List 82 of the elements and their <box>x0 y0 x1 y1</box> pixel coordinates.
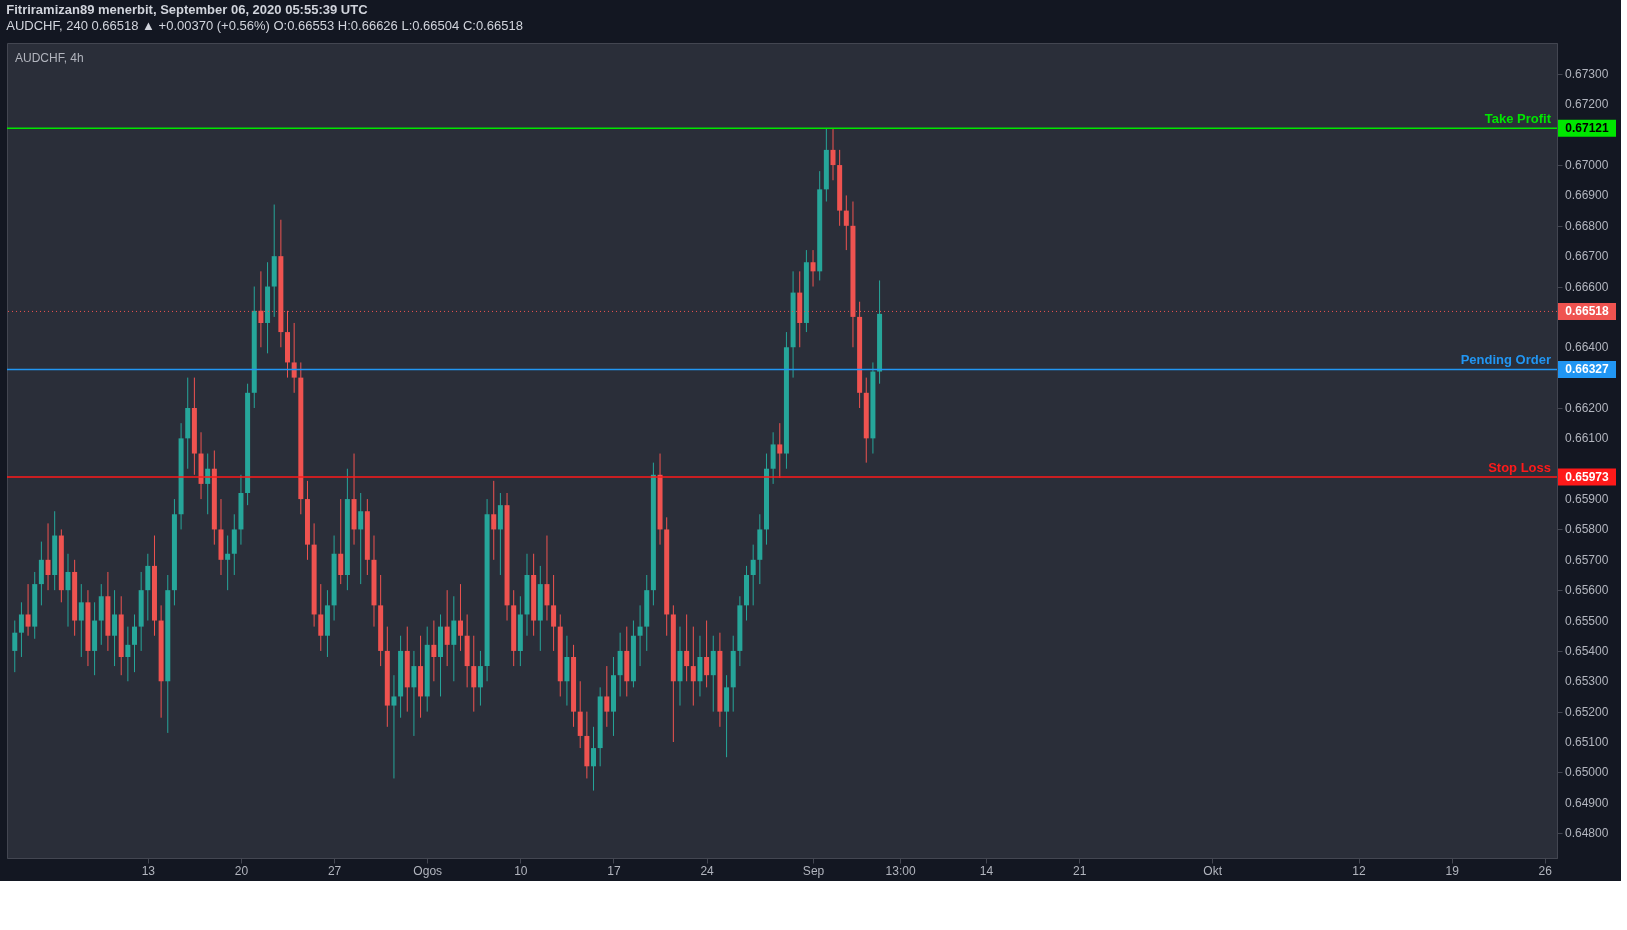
x-tick-label: 13:00 <box>885 863 916 878</box>
y-tick-label: 0.66800 <box>1565 218 1609 233</box>
y-tick-label: 0.65500 <box>1565 613 1609 628</box>
candlestick <box>25 583 31 637</box>
candlestick <box>750 544 756 606</box>
x-tick-label: 17 <box>607 863 621 878</box>
y-tick-label: 0.67300 <box>1565 66 1609 81</box>
ref-line-label: Pending Order <box>1460 352 1551 368</box>
candlestick <box>551 574 557 652</box>
y-tick-label: 0.65600 <box>1565 583 1609 598</box>
y-tick-label: 0.66600 <box>1565 279 1609 294</box>
text: 0.66327 <box>1565 362 1610 377</box>
x-tick-label: 26 <box>1538 863 1553 878</box>
candlestick <box>65 553 71 628</box>
y-tick-label: 0.65100 <box>1565 735 1609 750</box>
text: 0.65973 <box>1565 469 1610 484</box>
y-tick-label: 0.66700 <box>1565 249 1609 264</box>
candlestick <box>810 249 816 288</box>
x-tick-label: 21 <box>1072 863 1087 878</box>
y-tick-label: 0.66900 <box>1565 188 1609 203</box>
x-tick-label: Ogos <box>413 863 443 878</box>
candlestick <box>358 492 364 585</box>
candlestick <box>338 498 344 585</box>
y-tick-label: 0.64800 <box>1565 826 1609 841</box>
y-tick-label: 0.65300 <box>1565 674 1609 689</box>
candlestick <box>777 422 783 479</box>
candlestick <box>78 583 84 658</box>
y-tick-label: 0.66200 <box>1565 400 1609 415</box>
x-tick-label: 20 <box>234 863 249 878</box>
candlestick <box>411 650 417 737</box>
candlestick <box>444 589 450 667</box>
candlestick <box>291 322 297 394</box>
x-tick-label: 14 <box>979 863 994 878</box>
x-tick-label: 19 <box>1445 863 1460 878</box>
candlestick <box>690 626 696 707</box>
y-tick-label: 0.67000 <box>1565 158 1609 173</box>
candlestick <box>830 128 836 181</box>
candlestick <box>391 674 397 779</box>
candlestick <box>12 620 18 673</box>
ref-line-label: Take Profit <box>1484 111 1552 127</box>
y-tick-label: 0.65900 <box>1565 492 1609 507</box>
candlestick <box>471 635 477 713</box>
candlestick <box>843 194 849 251</box>
annotation: AUDCHF, 4h <box>15 51 84 65</box>
candlestick <box>431 620 437 682</box>
y-tick-label: 0.65200 <box>1565 704 1609 719</box>
ref-line-label: Stop Loss <box>1488 459 1551 475</box>
chart-title: Fitriramizan89 menerbit, September 06, 2020 05:55:39 UTC <box>6 2 369 17</box>
candlestick <box>637 604 643 667</box>
candlestick <box>125 626 131 682</box>
text: 0.66518 <box>1565 304 1610 319</box>
x-tick-label: 24 <box>700 863 715 878</box>
y-tick-label: 0.65800 <box>1565 522 1609 537</box>
y-tick-label: 0.65700 <box>1565 552 1609 567</box>
candlestick <box>704 620 710 688</box>
candlestick <box>491 480 497 561</box>
candlestick <box>457 583 463 652</box>
candlestick <box>225 535 231 591</box>
text: 0.67121 <box>1565 121 1610 136</box>
candlestick <box>132 613 138 673</box>
x-tick-label: 12 <box>1352 863 1367 878</box>
chart-subtitle: AUDCHF, 240 0.66518 ▲ +0.00370 (+0.56%) O:0.66553 H:0.66626 L:0.66504 C:0.66518 <box>6 18 523 33</box>
candlestick <box>477 650 483 707</box>
y-tick-label: 0.66100 <box>1565 431 1609 446</box>
candlestick <box>684 613 690 682</box>
candlestick <box>591 726 597 792</box>
candlestick <box>604 665 610 728</box>
y-tick-label: 0.66400 <box>1565 340 1609 355</box>
candlestick <box>544 535 550 622</box>
x-tick-label: 13 <box>141 863 156 878</box>
candlestick <box>18 601 24 658</box>
y-tick-label: 0.65400 <box>1565 643 1609 658</box>
y-tick-label: 0.64900 <box>1565 795 1609 810</box>
x-tick-label: Okt <box>1203 863 1223 878</box>
x-tick-label: 10 <box>514 863 528 878</box>
candlestick <box>45 522 51 591</box>
y-tick-label: 0.65000 <box>1565 765 1609 780</box>
x-tick-label: 27 <box>327 863 342 878</box>
candlestick <box>112 589 118 667</box>
x-tick-label: Sep <box>802 863 825 878</box>
candlestick <box>318 583 324 652</box>
y-tick-label: 0.67200 <box>1565 97 1609 112</box>
